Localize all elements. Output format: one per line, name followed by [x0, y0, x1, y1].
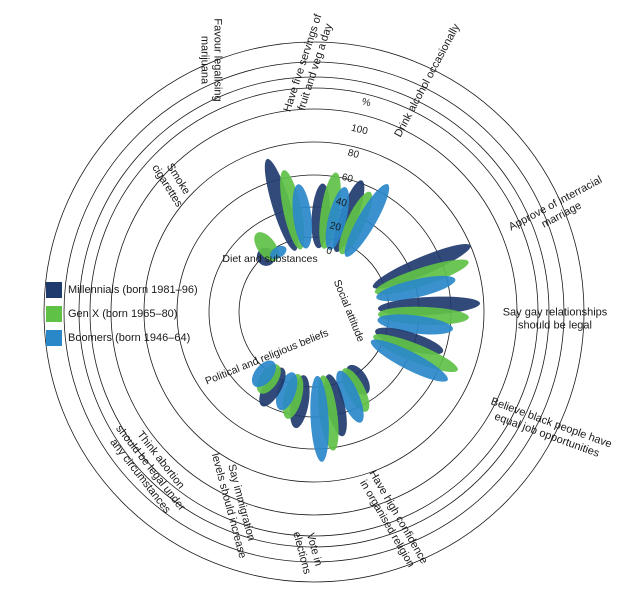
legend-item-boomers: Boomers (born 1946–64)	[46, 326, 198, 350]
chart-hub	[254, 252, 374, 372]
bar-2-4	[376, 275, 456, 302]
legend-label: Boomers (born 1946–64)	[68, 332, 191, 344]
ring-guide	[143, 141, 485, 483]
legend-label: Gen X (born 1965–80)	[68, 308, 178, 320]
radial-axis: 0 20 40 60 80 100%	[325, 96, 372, 257]
tick-label: 20	[328, 220, 342, 233]
category-label-line: marijuana	[199, 36, 211, 85]
legend-item-genx: Gen X (born 1965–80)	[46, 302, 198, 326]
legend: Millennials (born 1981–96) Gen X (born 1…	[46, 278, 198, 350]
category-label-line: Say gay relationships	[503, 307, 608, 319]
ring-guide	[110, 108, 518, 516]
tick-label: 100	[350, 123, 369, 138]
bar-1-1	[319, 172, 341, 249]
bar-2-10	[251, 360, 276, 388]
tick-label: 60	[341, 172, 355, 185]
bar-2-2	[292, 184, 313, 249]
bar-1-6	[373, 334, 458, 372]
unit-label: %	[360, 96, 371, 109]
legend-swatch-genx	[46, 306, 62, 322]
bars	[251, 158, 481, 462]
legend-label: Millennials (born 1981–96)	[68, 284, 198, 296]
legend-swatch-boomers	[46, 330, 62, 346]
legend-swatch-millennials	[46, 282, 62, 298]
tick-label: 0	[325, 245, 333, 257]
category-label-line: Favour legalising	[212, 18, 224, 101]
bar-2-1	[325, 186, 350, 250]
bar-2-7	[336, 370, 364, 423]
category-label-line: should be legal	[518, 320, 592, 332]
ring-guide	[43, 41, 585, 583]
bar-2-3	[269, 245, 287, 260]
ring-guide	[89, 87, 539, 537]
ring-guides	[43, 41, 585, 583]
bar-2-6	[370, 339, 448, 382]
tick-label: 80	[347, 148, 361, 161]
bar-2-8	[310, 375, 329, 462]
bar-2-0	[344, 183, 390, 257]
tick-label: 40	[334, 196, 348, 209]
ring-guide	[78, 76, 550, 548]
ring-guide	[63, 61, 565, 563]
group-label: Diet and substances	[222, 253, 317, 265]
legend-item-millennials: Millennials (born 1981–96)	[46, 278, 198, 302]
